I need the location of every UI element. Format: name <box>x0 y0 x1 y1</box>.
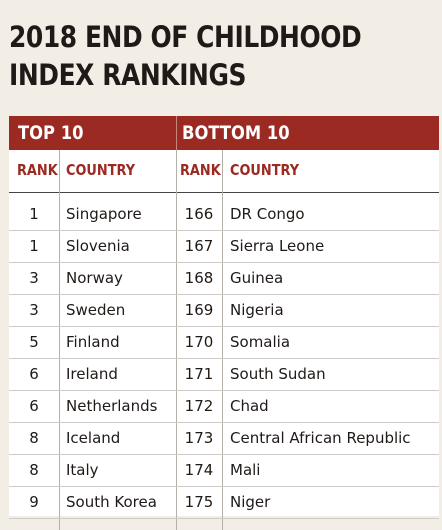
top-country-cell: Norway <box>66 269 123 287</box>
bottom-country-cell: Chad <box>230 397 269 415</box>
top-country-cell: Netherlands <box>66 397 158 415</box>
rankings-table: TOP 10 BOTTOM 10 RANK COUNTRY RANK COUNT… <box>9 116 439 530</box>
bottom-rank-cell: 168 <box>184 269 214 287</box>
top-rank-cell: 3 <box>29 269 39 287</box>
table-row: 3 Sweden 169 Nigeria <box>9 295 439 327</box>
bottom-rank-cell: 167 <box>184 237 214 255</box>
top-country-cell: Finland <box>66 333 120 351</box>
column-divider <box>222 150 223 530</box>
bottom-country-cell: Central African Republic <box>230 429 411 447</box>
table-row: 8 Iceland 173 Central African Republic <box>9 423 439 455</box>
bottom-country-cell: DR Congo <box>230 205 305 223</box>
bottom-rank-cell: 169 <box>184 301 214 319</box>
bottom-10-label: BOTTOM 10 <box>182 122 290 144</box>
bottom-country-cell: Sierra Leone <box>230 237 325 255</box>
table-row: 6 Ireland 171 South Sudan <box>9 359 439 391</box>
top-rank-cell: 6 <box>29 397 39 415</box>
table-row: 6 Netherlands 172 Chad <box>9 391 439 423</box>
title-line-2: INDEX RANKINGS <box>9 58 247 92</box>
page-title: 2018 END OF CHILDHOOD INDEX RANKINGS <box>9 18 362 94</box>
bottom-rank-cell: 171 <box>184 365 214 383</box>
top-rank-cell: 6 <box>29 365 39 383</box>
top-country-cell: Ireland <box>66 365 118 383</box>
top-rank-cell: 5 <box>29 333 39 351</box>
top-rank-cell: 1 <box>29 205 39 223</box>
table-body: 1 Singapore 166 DR Congo 1 Slovenia 167 … <box>9 199 439 519</box>
top-rank-cell: 8 <box>29 461 39 479</box>
bottom-country-cell: South Sudan <box>230 365 326 383</box>
column-divider <box>59 150 60 530</box>
top-country-cell: Slovenia <box>66 237 130 255</box>
bottom-country-cell: Niger <box>230 493 271 511</box>
top-rank-cell: 1 <box>29 237 39 255</box>
top-country-cell: Iceland <box>66 429 121 447</box>
column-divider <box>176 150 177 530</box>
bottom-country-header: COUNTRY <box>230 161 300 179</box>
group-header-band: TOP 10 BOTTOM 10 <box>9 116 439 150</box>
bottom-rank-cell: 173 <box>184 429 214 447</box>
table-row: 1 Singapore 166 DR Congo <box>9 199 439 231</box>
table-row: 1 Slovenia 167 Sierra Leone <box>9 231 439 263</box>
top-rank-cell: 9 <box>29 493 39 511</box>
top-10-label: TOP 10 <box>18 122 84 144</box>
header-rule <box>9 192 439 193</box>
band-divider <box>176 116 177 150</box>
bottom-rank-cell: 170 <box>184 333 214 351</box>
bottom-rank-cell: 172 <box>184 397 214 415</box>
bottom-country-cell: Nigeria <box>230 301 284 319</box>
bottom-country-cell: Guinea <box>230 269 284 287</box>
bottom-rank-header: RANK <box>180 161 221 179</box>
top-country-header: COUNTRY <box>66 161 136 179</box>
bottom-rank-cell: 166 <box>184 205 214 223</box>
table-row: 8 Italy 174 Mali <box>9 455 439 487</box>
table-row: 9 South Korea 175 Niger <box>9 487 439 519</box>
top-rank-header: RANK <box>17 161 58 179</box>
title-line-1: 2018 END OF CHILDHOOD <box>9 20 362 54</box>
top-country-cell: Sweden <box>66 301 126 319</box>
table-row: 5 Finland 170 Somalia <box>9 327 439 359</box>
bottom-rank-cell: 174 <box>184 461 214 479</box>
top-rank-cell: 8 <box>29 429 39 447</box>
table-row: 3 Norway 168 Guinea <box>9 263 439 295</box>
top-country-cell: South Korea <box>66 493 157 511</box>
top-rank-cell: 3 <box>29 301 39 319</box>
bottom-rank-cell: 175 <box>184 493 214 511</box>
top-country-cell: Italy <box>66 461 99 479</box>
bottom-country-cell: Mali <box>230 461 261 479</box>
top-country-cell: Singapore <box>66 205 142 223</box>
bottom-country-cell: Somalia <box>230 333 291 351</box>
